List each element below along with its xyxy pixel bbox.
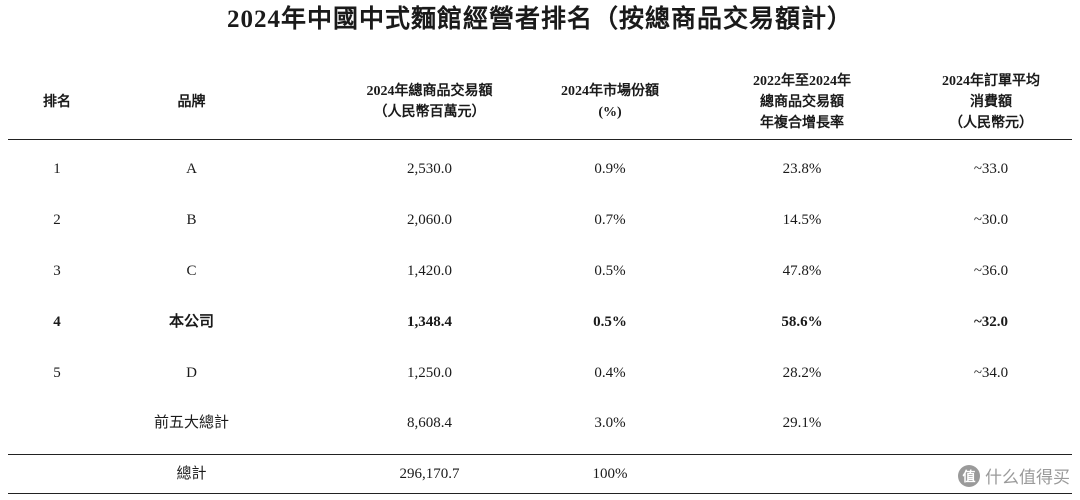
- header-share: 2024年市場份額 (%): [500, 66, 720, 138]
- header-share-line-1: 2024年市場份額: [561, 84, 659, 99]
- gmv-cell: 1,348.4: [407, 314, 452, 330]
- table-row: 2 B 2,060.0 0.7% 14.5% ~30.0: [0, 205, 1080, 235]
- header-share-line-2: (%): [598, 105, 622, 120]
- aov-cell: ~36.0: [973, 263, 1009, 279]
- brand-cell: 本公司: [168, 314, 214, 330]
- brand-cell: B: [186, 212, 197, 228]
- brand-cell: A: [186, 161, 197, 177]
- cagr-cell: 14.5%: [782, 212, 822, 228]
- cagr-cell: 47.8%: [782, 263, 822, 279]
- gmv-cell: 1,420.0: [407, 263, 452, 279]
- share-cell: 0.4%: [594, 365, 626, 381]
- rank-cell: 3: [53, 263, 61, 279]
- share-cell: 0.5%: [594, 263, 626, 279]
- header-aov-line-1: 2024年訂單平均: [942, 73, 1040, 89]
- brand-cell: 總計: [176, 466, 207, 482]
- aov-cell: ~33.0: [973, 161, 1009, 177]
- header-aov-line-2: 消費額: [970, 94, 1012, 110]
- brand-cell: C: [186, 263, 197, 279]
- rank-cell: 2: [53, 212, 61, 228]
- table-bottom-rule: [8, 493, 1072, 494]
- gmv-cell: 8,608.4: [407, 415, 452, 431]
- cagr-cell: 58.6%: [781, 314, 823, 330]
- table-row-top5-total: 前五大總計 8,608.4 3.0% 29.1%: [0, 408, 1080, 438]
- header-brand: 品牌: [134, 66, 249, 138]
- share-cell: 3.0%: [594, 415, 626, 431]
- header-cagr-line-1: 2022年至2024年: [753, 73, 851, 89]
- table-row: 1 A 2,530.0 0.9% 23.8% ~33.0: [0, 154, 1080, 184]
- gmv-cell: 2,530.0: [407, 161, 452, 177]
- brand-cell: D: [186, 365, 197, 381]
- total-divider: [8, 454, 1072, 455]
- table-title: 2024年中國中式麵館經營者排名（按總商品交易額計）: [226, 6, 853, 33]
- header-cagr-line-3: 年複合增長率: [760, 115, 844, 131]
- rank-cell: 5: [53, 365, 61, 381]
- header-brand-line: 品牌: [177, 94, 206, 110]
- cagr-cell: 23.8%: [782, 161, 822, 177]
- share-cell: 100%: [592, 466, 628, 482]
- aov-cell: [886, 408, 1080, 438]
- table-row-grand-total: 總計 296,170.7 100%: [0, 459, 1080, 489]
- brand-cell: 前五大總計: [153, 415, 229, 431]
- aov-cell: ~32.0: [973, 314, 1009, 330]
- header-divider: [8, 139, 1072, 140]
- aov-cell: ~34.0: [973, 365, 1009, 381]
- header-gmv-line-1: 2024年總商品交易額: [366, 84, 493, 99]
- header-cagr-line-2: 總商品交易額: [760, 94, 844, 110]
- share-cell: 0.9%: [594, 161, 626, 177]
- rank-cell: [17, 408, 97, 438]
- watermark-text: 什么值得买: [985, 468, 1070, 488]
- header-aov: 2024年訂單平均 消費額 （人民幣元）: [886, 66, 1080, 138]
- cagr-cell: 28.2%: [782, 365, 822, 381]
- header-gmv-line-2: （人民幣百萬元）: [373, 105, 486, 120]
- rank-cell: 1: [53, 161, 61, 177]
- header-rank-line: 排名: [43, 94, 71, 110]
- gmv-cell: 2,060.0: [407, 212, 452, 228]
- cagr-cell: 29.1%: [782, 415, 822, 431]
- table-row: 3 C 1,420.0 0.5% 47.8% ~36.0: [0, 256, 1080, 286]
- share-cell: 0.7%: [594, 212, 626, 228]
- table-row: 5 D 1,250.0 0.4% 28.2% ~34.0: [0, 358, 1080, 388]
- gmv-cell: 296,170.7: [399, 466, 460, 482]
- header-cagr: 2022年至2024年 總商品交易額 年複合增長率: [692, 66, 912, 138]
- table-row-highlighted: 4 本公司 1,348.4 0.5% 58.6% ~32.0: [0, 307, 1080, 337]
- watermark-logo-icon: 值: [958, 464, 980, 487]
- header-rank: 排名: [17, 66, 97, 138]
- share-cell: 0.5%: [593, 314, 627, 330]
- aov-cell: ~30.0: [973, 212, 1009, 228]
- rank-cell: 4: [53, 314, 61, 330]
- header-aov-line-3: （人民幣元）: [949, 115, 1033, 131]
- header-gmv: 2024年總商品交易額 （人民幣百萬元）: [317, 66, 542, 138]
- watermark: 值 什么值得买: [958, 463, 1070, 488]
- gmv-cell: 1,250.0: [407, 365, 452, 381]
